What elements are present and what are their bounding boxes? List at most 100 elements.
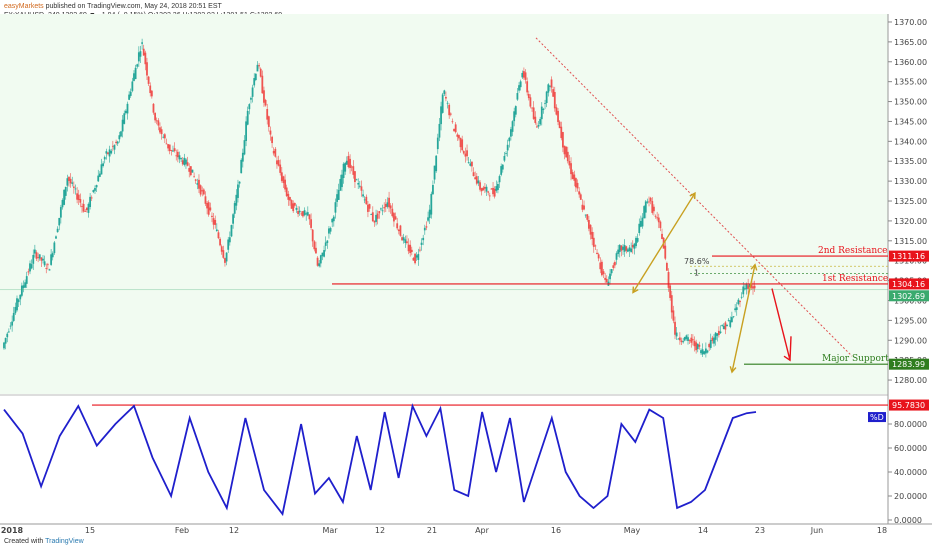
candle-body	[121, 119, 124, 132]
candle-body	[652, 206, 655, 212]
candle-body	[458, 135, 460, 139]
candle-body	[719, 331, 722, 333]
price-tick-label: 1345.00	[894, 117, 927, 126]
candle-body	[178, 155, 181, 160]
candle-body	[722, 325, 725, 330]
candle-body	[290, 200, 293, 209]
candle-body	[120, 131, 122, 137]
fib-label-786: 78.6%	[684, 257, 710, 266]
tradingview-logo[interactable]: TradingView	[45, 538, 84, 545]
candle-body	[527, 93, 530, 99]
candle-body	[604, 277, 607, 280]
candle-body	[354, 171, 356, 183]
candle-body	[612, 265, 615, 268]
candle-body	[173, 148, 176, 152]
candle-body	[711, 337, 714, 341]
time-tick-label: 18	[877, 526, 887, 535]
candle-body	[313, 241, 316, 250]
candle-body	[549, 85, 551, 87]
candle-body	[614, 262, 616, 266]
candle-body	[38, 254, 41, 259]
candle-body	[352, 166, 355, 175]
publisher-line: easyMarkets published on TradingView.com…	[4, 2, 282, 11]
candle-body	[735, 307, 738, 310]
candle-body	[94, 187, 96, 191]
candle-body	[672, 310, 675, 321]
candle-body	[336, 194, 338, 202]
candle-body	[737, 299, 740, 305]
candle-body	[713, 337, 715, 344]
candle-body	[272, 150, 275, 154]
candle-body	[584, 214, 587, 216]
candle-body	[154, 112, 157, 121]
candle-body	[368, 204, 371, 209]
price-tick-label: 1335.00	[894, 157, 927, 166]
candle-body	[198, 179, 200, 189]
candle-body	[570, 163, 572, 175]
candle-body	[422, 237, 425, 241]
candle-body	[172, 150, 174, 152]
candle-body	[43, 261, 46, 266]
publisher-brand[interactable]: easyMarkets	[4, 3, 44, 10]
candle-body	[185, 159, 187, 165]
candle-body	[536, 126, 538, 128]
candle-body	[740, 296, 743, 298]
candle-body	[474, 177, 477, 180]
time-tick-label: 12	[229, 526, 239, 535]
candle-body	[451, 121, 454, 123]
candle-body	[24, 282, 27, 288]
candle-body	[189, 166, 192, 176]
candle-body	[124, 110, 127, 114]
candle-body	[438, 123, 441, 138]
candle-body	[14, 306, 17, 314]
candle-body	[188, 168, 191, 172]
candle-body	[212, 218, 215, 225]
price-tick-label: 1280.00	[894, 376, 927, 385]
candle-body	[526, 81, 529, 93]
candle-body	[649, 197, 652, 202]
candle-body	[95, 185, 98, 188]
candle-body	[704, 348, 707, 354]
candle-body	[659, 221, 662, 229]
candle-body	[259, 68, 262, 77]
candle-body	[670, 295, 673, 313]
candle-body	[750, 284, 753, 288]
candle-body	[237, 184, 239, 198]
time-tick-label: 16	[551, 526, 561, 535]
candle-body	[206, 202, 208, 209]
candle-body	[111, 145, 114, 147]
candle-body	[461, 139, 464, 151]
candle-body	[136, 64, 139, 67]
major-support-tag	[889, 358, 929, 370]
candle-body	[685, 335, 688, 339]
candle-body	[641, 217, 644, 227]
time-tick-label: Mar	[322, 526, 338, 535]
candle-body	[46, 264, 49, 266]
candle-body	[175, 155, 178, 157]
price-tick-label: 1290.00	[894, 336, 927, 345]
candle-body	[555, 107, 558, 115]
candle-body	[191, 169, 194, 173]
candle-body	[714, 332, 717, 340]
candle-body	[456, 134, 459, 137]
candle-body	[261, 75, 264, 94]
candle-body	[436, 137, 439, 150]
candle-body	[196, 183, 199, 185]
price-axis: 1280.001285.001290.001295.001300.001305.…	[888, 18, 927, 385]
candle-body	[558, 121, 561, 129]
candle-body	[298, 210, 301, 213]
candle-body	[297, 210, 299, 215]
candle-body	[563, 145, 566, 155]
candle-body	[9, 325, 12, 327]
candle-body	[331, 218, 334, 223]
candle-body	[594, 245, 597, 247]
candle-body	[50, 254, 53, 265]
candle-body	[311, 229, 314, 242]
candle-body	[165, 143, 168, 145]
candle-body	[170, 149, 173, 151]
candle-body	[84, 211, 87, 212]
candle-body	[384, 203, 387, 208]
stoch-tick-label: 60.0000	[894, 444, 927, 453]
candle-body	[76, 193, 79, 200]
